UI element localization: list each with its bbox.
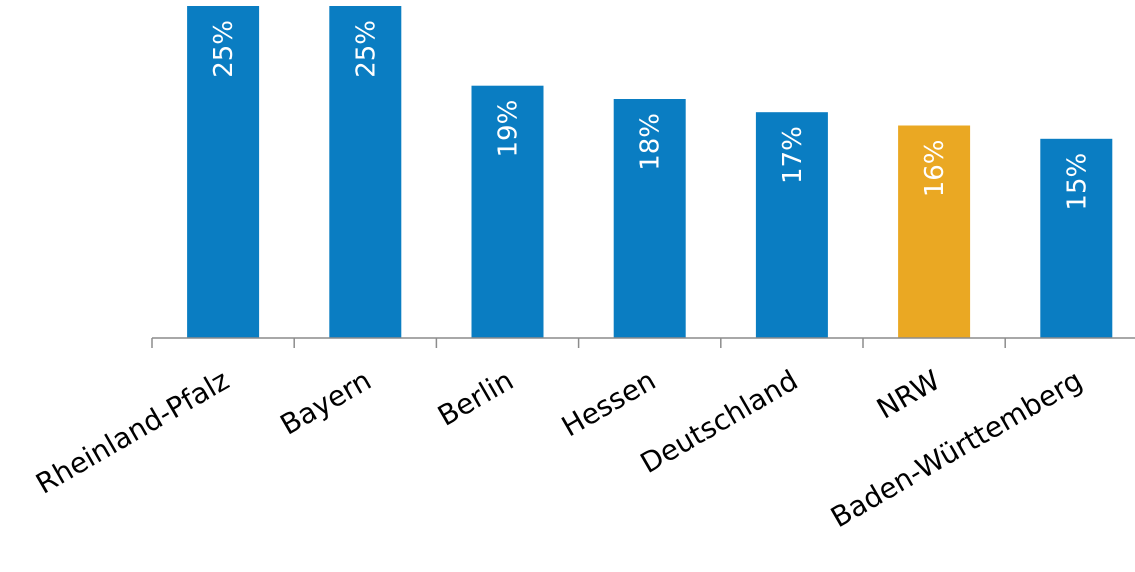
category-label: Bayern	[275, 363, 377, 441]
category-label: NRW	[871, 363, 945, 425]
bar-rheinland-pfalz	[187, 6, 260, 338]
category-label: Baden-Württemberg	[825, 363, 1088, 534]
bar-value-label: 17%	[778, 126, 808, 184]
category-label: Deutschland	[635, 363, 804, 479]
bar-deutschland	[755, 112, 828, 338]
bars-group	[187, 6, 1113, 338]
category-label: Hessen	[556, 363, 661, 443]
bar-value-label: 18%	[636, 113, 666, 171]
category-label: Rheinland-Pfalz	[30, 363, 234, 500]
bar-value-label: 15%	[1062, 153, 1092, 211]
bar-value-label: 25%	[351, 20, 381, 78]
value-labels-group: 25% 25% 19% 18% 17% 16% 15%	[209, 20, 1092, 211]
bar-bayern	[329, 6, 402, 338]
bar-berlin	[471, 85, 544, 338]
bar-value-label: 16%	[920, 140, 950, 198]
x-axis	[151, 337, 1135, 348]
bar-hessen	[613, 99, 686, 338]
bar-value-label: 25%	[209, 20, 239, 78]
category-labels-group: Rheinland-Pfalz Bayern Berlin HessenDeutsch…	[30, 363, 1088, 534]
bar-baden-w-rttemberg	[1040, 138, 1113, 338]
bar-value-label: 19%	[494, 100, 524, 158]
category-label: Berlin	[432, 363, 519, 432]
bar-nrw	[898, 125, 971, 338]
